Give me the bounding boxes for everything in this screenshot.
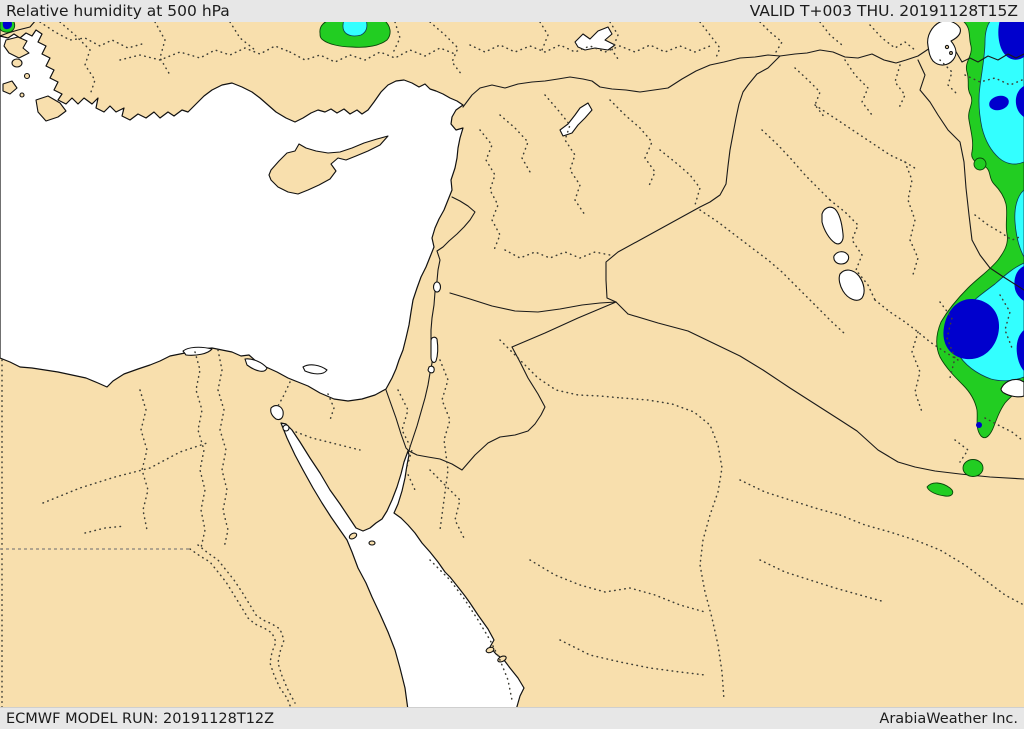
humidity-contours-small bbox=[927, 460, 983, 497]
rh-green-spot bbox=[963, 460, 983, 477]
delta-lagoon bbox=[183, 347, 212, 355]
cyprus-island bbox=[269, 136, 388, 194]
red-sea-islet bbox=[369, 541, 375, 545]
red-sea-islet bbox=[485, 646, 494, 653]
delta-lagoon bbox=[303, 365, 327, 374]
rh-blue-edge-core bbox=[1014, 266, 1024, 301]
country-borders bbox=[386, 44, 1024, 479]
brand-label: ArabiaWeather Inc. bbox=[879, 710, 1018, 727]
lake-van-islet bbox=[945, 45, 948, 48]
aegean-island bbox=[3, 81, 17, 94]
aegean-island bbox=[20, 93, 24, 97]
delta-lagoon bbox=[245, 359, 267, 371]
rh-blue-corner-core bbox=[998, 20, 1024, 60]
footer-bar: ECMWF MODEL RUN: 20191128T12Z ArabiaWeat… bbox=[0, 707, 1024, 729]
admin-boundaries bbox=[2, 22, 1024, 708]
lake-razzaza bbox=[839, 270, 864, 300]
dead-sea bbox=[431, 337, 438, 362]
islands bbox=[0, 20, 388, 194]
rh-cyan-anatolia-core bbox=[343, 20, 367, 36]
model-run-label: ECMWF MODEL RUN: 20191128T12Z bbox=[6, 710, 275, 727]
sea-of-galilee bbox=[434, 282, 441, 292]
map-title: Relative humidity at 500 hPa bbox=[6, 2, 230, 20]
reservoir-lake bbox=[575, 27, 615, 50]
reservoir-lake bbox=[560, 103, 592, 136]
rh-cyan-edge-sliver bbox=[1015, 190, 1024, 257]
gulf-tip-lake bbox=[1001, 379, 1024, 396]
lakes bbox=[183, 21, 1024, 431]
aegean-island bbox=[4, 37, 29, 58]
red-sea-islet bbox=[348, 532, 357, 540]
small-lake bbox=[428, 366, 434, 373]
lake-van-islet bbox=[950, 52, 953, 55]
aegean-island bbox=[12, 59, 22, 67]
rh-blue-small-core bbox=[989, 95, 1009, 111]
rh-blue-dot bbox=[976, 422, 982, 428]
header-bar: Relative humidity at 500 hPa VALID T+003… bbox=[0, 0, 1024, 22]
aegean-island bbox=[25, 74, 30, 79]
rhodes-island bbox=[36, 96, 66, 121]
rh-green-dot bbox=[974, 158, 986, 170]
valid-time-label: VALID T+003 THU. 20191128T15Z bbox=[749, 2, 1018, 20]
humidity-contours bbox=[0, 20, 1024, 438]
red-sea bbox=[281, 423, 524, 710]
bitter-lake bbox=[271, 406, 283, 420]
rh-blue-edge-core bbox=[1015, 86, 1024, 117]
lake-tharthar bbox=[822, 207, 843, 244]
rh-blue-edge-core bbox=[1016, 330, 1024, 371]
lake-habbaniyah bbox=[834, 252, 849, 264]
rh-blue-corner-speck bbox=[2, 21, 12, 30]
bitter-lake-small bbox=[283, 425, 289, 431]
mediterranean-sea bbox=[0, 30, 463, 401]
rh-green-spot bbox=[927, 483, 953, 496]
rh-blue-main-core bbox=[943, 298, 1000, 360]
